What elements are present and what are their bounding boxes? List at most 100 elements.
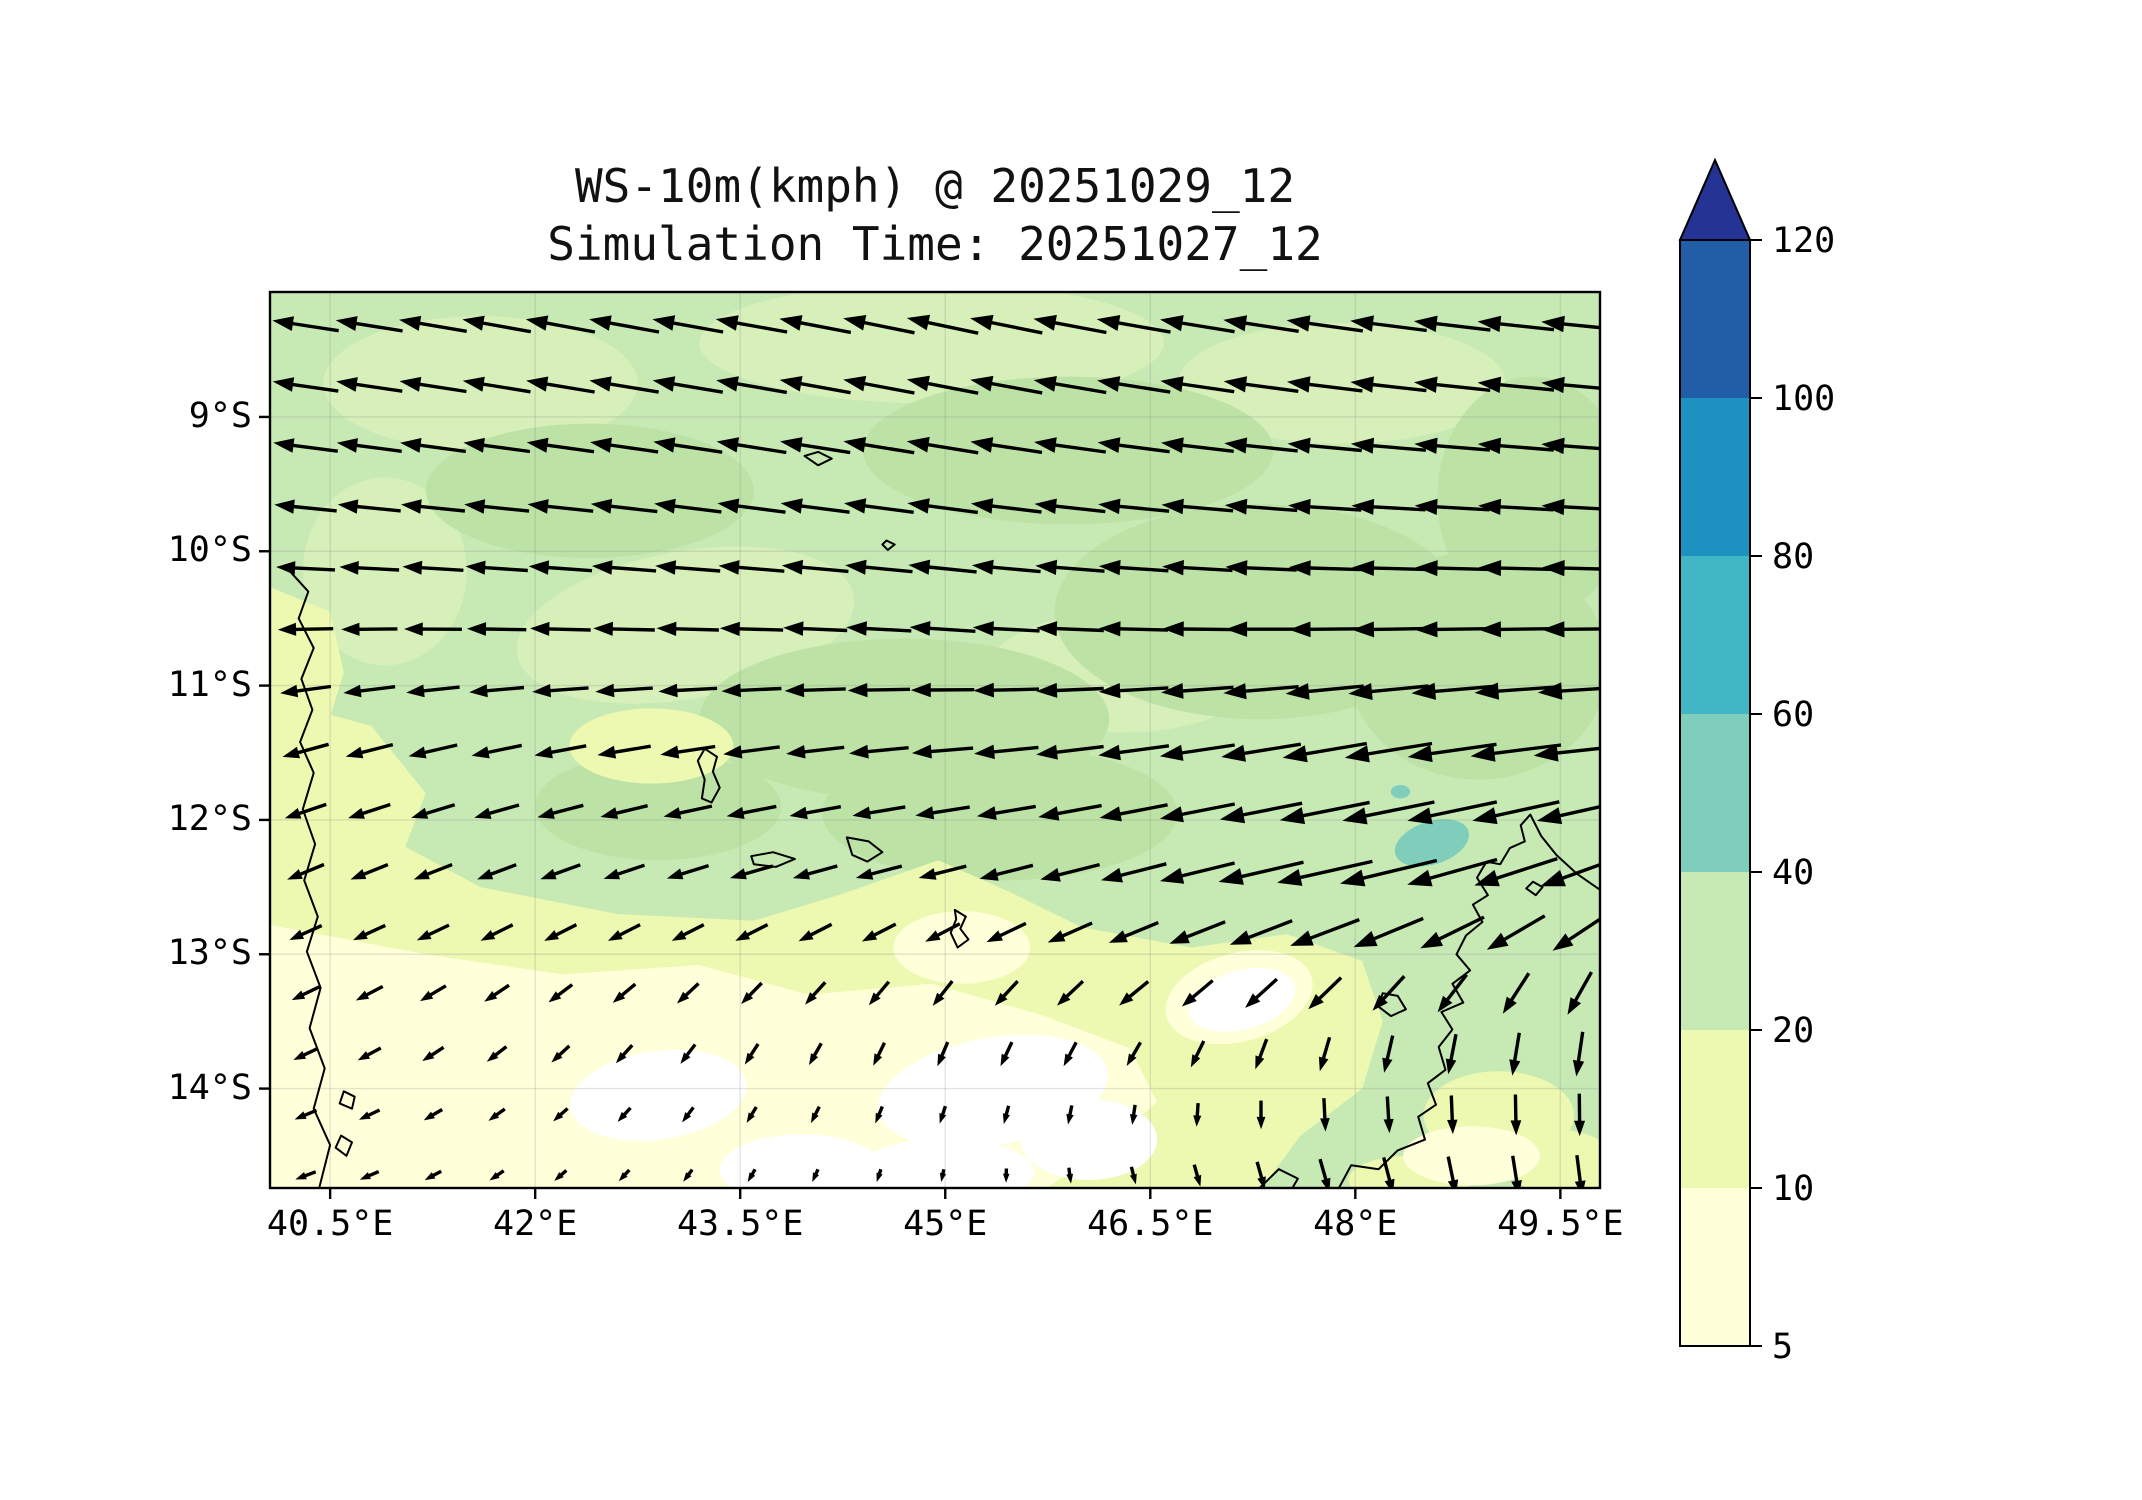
wind-arrow [1229, 919, 1293, 945]
wind-arrow [274, 499, 337, 514]
x-axis-tick-label: 42°E [493, 1204, 578, 1244]
wind-arrow [1502, 972, 1531, 1014]
wind-arrow [1477, 315, 1555, 333]
x-axis-tick-label: 48°E [1313, 1204, 1398, 1244]
wind-arrow [600, 804, 648, 819]
fill-region [425, 423, 754, 558]
wind-arrow [1383, 1096, 1394, 1134]
wind-arrow [1415, 560, 1489, 577]
wind-arrow [994, 980, 1019, 1006]
wind-arrow [1161, 683, 1234, 699]
wind-arrow [528, 560, 593, 575]
wind-arrow [1446, 1156, 1459, 1188]
wind-arrow [1445, 1033, 1458, 1075]
y-axis-tick-label: 11°S [167, 664, 252, 705]
wind-arrow [277, 622, 334, 636]
wind-arrow [359, 1170, 380, 1180]
wind-arrow [844, 498, 914, 514]
colorbar-outline [1679, 239, 1751, 1347]
wind-arrow [1033, 376, 1107, 395]
wind-arrow [1542, 560, 1600, 577]
wind-arrow [590, 437, 659, 454]
wind-arrow [784, 683, 846, 698]
wind-arrow [1351, 498, 1426, 515]
wind-arrow [554, 1169, 568, 1181]
wind-arrow [345, 742, 394, 759]
fill-region [535, 752, 782, 861]
wind-arrow [1540, 862, 1600, 887]
wind-arrow [974, 744, 1039, 760]
colorbar-segment [1680, 1188, 1750, 1346]
wind-arrow [280, 684, 332, 698]
wind-arrow [462, 315, 532, 334]
wind-arrow [1036, 621, 1104, 637]
fill-region [893, 911, 1030, 984]
wind-arrow [747, 1168, 757, 1182]
wind-arrow [717, 498, 786, 514]
wind-arrow [1000, 1041, 1014, 1067]
coastline-anjouan [845, 836, 884, 863]
wind-arrow [666, 863, 710, 880]
wind-arrow [718, 560, 785, 575]
wind-arrow [843, 315, 915, 335]
wind-arrow [1223, 683, 1299, 700]
wind-arrow [1541, 498, 1600, 516]
wind-arrow [783, 621, 848, 636]
wind-arrow [1256, 1100, 1266, 1130]
wind-arrow [1533, 744, 1600, 762]
fill-region [719, 1134, 884, 1188]
wind-arrow [276, 561, 336, 575]
wind-arrow [1035, 559, 1105, 575]
wind-arrow [337, 499, 401, 514]
wind-arrow [287, 862, 325, 880]
wind-arrow [532, 684, 589, 698]
wind-arrow [1255, 1161, 1266, 1188]
wind-arrow [1574, 1093, 1586, 1137]
colorbar-tick-label: 5 [1772, 1327, 1793, 1367]
wind-arrow [1098, 683, 1169, 699]
y-axis-tick-label: 14°S [167, 1067, 252, 1108]
wind-arrow [1034, 437, 1107, 454]
coastline-madagascar-north-coast [1337, 813, 1600, 1188]
wind-arrow [399, 376, 467, 394]
wind-arrow [1066, 1105, 1074, 1125]
wind-arrow [1572, 1031, 1585, 1077]
wind-arrow [595, 683, 653, 698]
wind-arrow [847, 683, 911, 698]
fill-region [1403, 1126, 1540, 1186]
wind-arrow [779, 376, 851, 395]
wind-arrow [1372, 975, 1406, 1011]
wind-arrow [1541, 621, 1600, 638]
wind-arrow [1290, 918, 1360, 946]
wind-arrow [1119, 980, 1150, 1006]
wind-arrow [1218, 860, 1304, 885]
wind-arrow [1511, 1155, 1522, 1188]
coastline-africa-coast [285, 566, 332, 1188]
wind-arrow [939, 1168, 947, 1182]
coastline-africa-islet-2 [334, 1134, 353, 1157]
wind-arrow [1486, 914, 1546, 950]
wind-arrow [1537, 682, 1600, 700]
wind-arrow [1470, 743, 1562, 762]
wind-arrow [716, 376, 788, 395]
wind-arrow [909, 621, 976, 636]
wind-arrow [1411, 682, 1493, 700]
wind-arrow [477, 863, 517, 880]
wind-arrow [1193, 1102, 1202, 1127]
wind-arrow [653, 437, 723, 454]
wind-arrow [852, 805, 906, 820]
colorbar-tick-label: 60 [1772, 695, 1814, 735]
wind-arrow [1097, 376, 1171, 394]
wind-arrow [730, 864, 774, 880]
wind-arrow [590, 498, 658, 514]
wind-arrow [465, 560, 528, 575]
fill-region [856, 1138, 1035, 1188]
wind-arrow [1099, 803, 1168, 822]
wind-arrow [422, 1045, 445, 1062]
wind-arrow [908, 559, 977, 575]
wind-arrow [1099, 621, 1169, 637]
colorbar: 120 100 80 60 40 20 10 5 [1678, 157, 1835, 1367]
wind-arrow [1169, 920, 1226, 944]
wind-arrow [719, 621, 784, 636]
wind-arrow [589, 376, 659, 394]
